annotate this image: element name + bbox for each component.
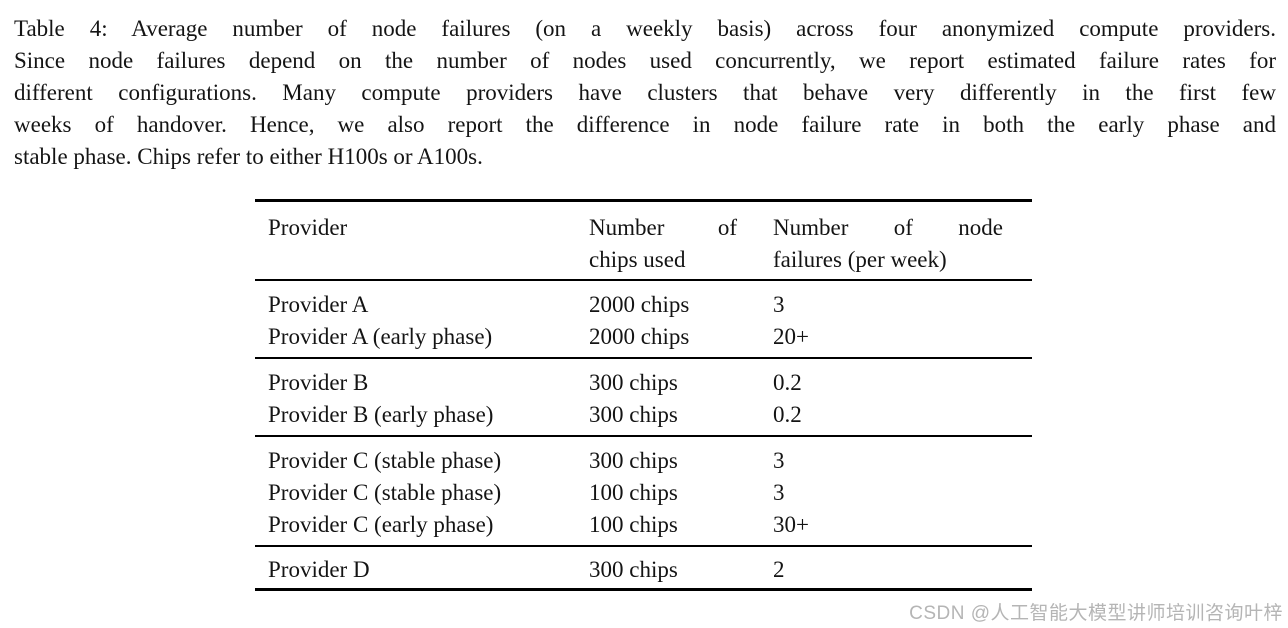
failures-cell: 30+ [773, 512, 809, 537]
failures-cell: 2 [773, 557, 785, 582]
table-group-provider-d: Provider D 300 chips 2 [255, 547, 1032, 591]
provider-cell: Provider B [268, 370, 369, 395]
provider-cell: Provider C (stable phase) [268, 448, 502, 473]
header-failures-line2: failures (per week) [773, 247, 947, 272]
table-caption: Table 4: Average number of node failures… [14, 13, 1276, 173]
table-row: Provider C (stable phase) 100 chips 3 [255, 477, 1032, 509]
chips-cell: 300 chips [589, 402, 678, 427]
table-row: Provider A (early phase) 2000 chips 20+ [255, 321, 1032, 353]
failures-cell: 3 [773, 292, 785, 317]
chips-cell: 2000 chips [589, 324, 690, 349]
header-provider: Provider [268, 215, 348, 240]
header-chips-line2: chips used [589, 247, 686, 272]
table-row: Provider A 2000 chips 3 [255, 289, 1032, 321]
failures-cell: 0.2 [773, 370, 802, 395]
provider-cell: Provider D [268, 557, 370, 582]
header-failures: Number of node failures (per week) [773, 212, 1032, 276]
table-header-row: Provider Number of chips used Number of … [255, 199, 1032, 281]
provider-cell: Provider C (early phase) [268, 512, 494, 537]
chips-cell: 300 chips [589, 370, 678, 395]
table-group-provider-c: Provider C (stable phase) 300 chips 3 Pr… [255, 437, 1032, 547]
chips-cell: 100 chips [589, 480, 678, 505]
caption-line: stable phase. Chips refer to either H100… [14, 144, 483, 169]
table-row: Provider B (early phase) 300 chips 0.2 [255, 399, 1032, 431]
provider-cell: Provider C (stable phase) [268, 480, 502, 505]
csdn-watermark: CSDN @人工智能大模型讲师培训咨询叶梓 [909, 603, 1283, 624]
chips-cell: 100 chips [589, 512, 678, 537]
provider-cell: Provider B (early phase) [268, 402, 494, 427]
caption-line: Table 4: Average number of node failures… [14, 16, 1276, 41]
caption-line: Since node failures depend on the number… [14, 48, 1276, 73]
table-row: Provider C (early phase) 100 chips 30+ [255, 509, 1032, 541]
table-row: Provider C (stable phase) 300 chips 3 [255, 445, 1032, 477]
table-row: Provider B 300 chips 0.2 [255, 367, 1032, 399]
header-failures-line1: Number of node [773, 215, 1003, 240]
provider-cell: Provider A (early phase) [268, 324, 493, 349]
failures-cell: 3 [773, 448, 785, 473]
provider-cell: Provider A [268, 292, 369, 317]
failures-cell: 0.2 [773, 402, 802, 427]
caption-line: different configurations. Many compute p… [14, 80, 1276, 105]
table-group-provider-a: Provider A 2000 chips 3 Provider A (earl… [255, 281, 1032, 359]
node-failures-table: Provider Number of chips used Number of … [255, 199, 1032, 591]
table-group-provider-b: Provider B 300 chips 0.2 Provider B (ear… [255, 359, 1032, 437]
chips-cell: 300 chips [589, 448, 678, 473]
chips-cell: 300 chips [589, 557, 678, 582]
chips-cell: 2000 chips [589, 292, 690, 317]
failures-cell: 20+ [773, 324, 809, 349]
caption-line: weeks of handover. Hence, we also report… [14, 112, 1276, 137]
header-chips: Number of chips used [589, 212, 773, 276]
header-chips-line1: Number of [589, 215, 737, 240]
table-row: Provider D 300 chips 2 [255, 554, 1032, 586]
failures-cell: 3 [773, 480, 785, 505]
